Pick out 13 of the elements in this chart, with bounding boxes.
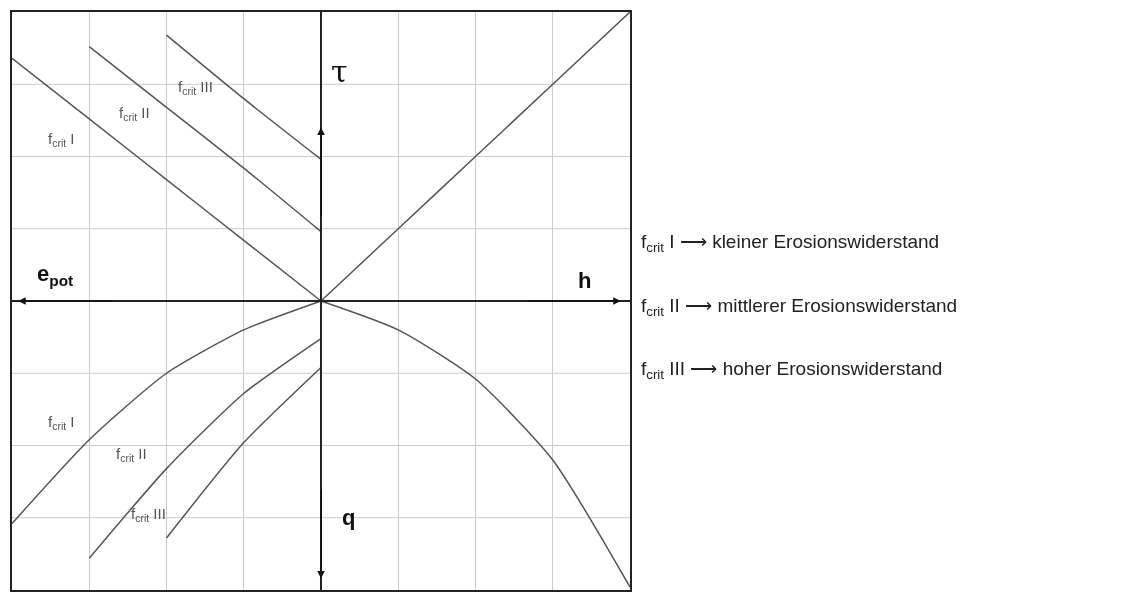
series-label: f$_{crit}$ I bbox=[48, 130, 75, 150]
series-label: f$_{crit}$ II bbox=[119, 104, 150, 124]
text: f$_{crit}$ I ⟶ kleiner Erosionswiderstand bbox=[641, 231, 940, 255]
text: f$_{crit}$ III ⟶ hoher Erosionswiderstand bbox=[641, 358, 943, 382]
series-label: f$_{crit}$ III bbox=[178, 78, 213, 98]
series-label: f$_{crit}$ I bbox=[48, 413, 75, 433]
y-axis-title: τ bbox=[331, 54, 348, 89]
annotation: q bbox=[342, 505, 356, 530]
series-label: f$_{crit}$ II bbox=[116, 445, 147, 465]
text: f$_{crit}$ II ⟶ mittlerer Erosionswiderstand bbox=[641, 295, 958, 319]
annotation: e$_{pot}$ bbox=[37, 261, 74, 289]
series-label: f$_{crit}$ III bbox=[131, 505, 166, 525]
x-axis-title: h bbox=[578, 268, 592, 293]
